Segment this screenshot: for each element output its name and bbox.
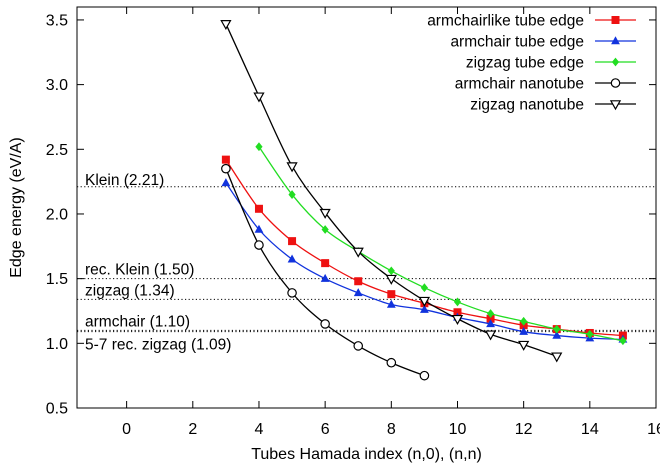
data-point-circle xyxy=(254,240,264,250)
data-point-triangle-down xyxy=(385,274,397,285)
x-tick-label: 4 xyxy=(255,421,264,438)
data-point-triangle-down xyxy=(319,208,331,219)
y-tick-label: 1.0 xyxy=(46,336,68,353)
series-zigzag-tube-edge xyxy=(255,142,627,346)
data-point-square xyxy=(321,259,330,268)
data-point-square xyxy=(486,314,495,323)
data-point-triangle xyxy=(486,319,495,328)
x-tick-label: 10 xyxy=(449,421,467,438)
y-axis-label: Edge energy (eV/A) xyxy=(8,137,25,278)
data-point-triangle-down xyxy=(220,20,232,31)
data-point-diamond xyxy=(611,57,620,67)
legend-label: armchair tube edge xyxy=(450,34,584,51)
data-point-square xyxy=(288,237,297,246)
legend: armchairlike tube edge armchair tube edge… xyxy=(427,13,636,114)
data-point-triangle-down xyxy=(484,330,497,341)
data-point-triangle-down xyxy=(253,92,265,103)
y-tick-label: 3.0 xyxy=(46,77,68,94)
data-point-diamond xyxy=(255,142,263,152)
legend-label: armchair nanotube xyxy=(455,76,584,93)
data-point-triangle-down xyxy=(518,340,530,351)
series-zigzag-nanotube xyxy=(220,20,563,363)
x-tick-label: 8 xyxy=(387,421,396,438)
data-point-circle xyxy=(610,78,621,88)
reference-line-label: armchair (1.10) xyxy=(85,313,190,330)
legend-label: armchairlike tube edge xyxy=(427,13,584,30)
data-point-diamond xyxy=(321,225,329,234)
y-tick-label: 3.5 xyxy=(46,12,68,29)
data-point-triangle xyxy=(519,326,529,335)
data-point-triangle xyxy=(353,288,363,297)
data-point-square xyxy=(354,277,363,286)
legend-label: zigzag nanotube xyxy=(470,97,584,114)
data-point-circle xyxy=(386,357,397,368)
data-point-triangle xyxy=(254,224,264,233)
data-point-circle xyxy=(419,370,430,381)
data-point-circle xyxy=(320,319,330,329)
data-point-triangle xyxy=(611,36,620,45)
series-armchair-nanotube xyxy=(221,163,430,381)
x-tick-label: 14 xyxy=(581,421,599,438)
x-tick-label: 12 xyxy=(515,421,533,438)
data-point-diamond xyxy=(288,190,296,199)
data-point-diamond xyxy=(619,336,627,346)
data-point-diamond xyxy=(520,316,528,326)
data-point-triangle-down xyxy=(286,162,298,173)
plot-series xyxy=(220,20,628,381)
reference-line-label: zigzag (1.34) xyxy=(85,282,175,299)
data-point-square xyxy=(611,16,620,24)
x-tick-label: 0 xyxy=(122,421,131,438)
data-point-triangle xyxy=(552,330,562,339)
data-point-triangle xyxy=(320,273,330,282)
x-tick-label: 6 xyxy=(321,421,330,438)
x-axis-label: Tubes Hamada index (n,0), (n,n) xyxy=(251,446,482,463)
data-point-square xyxy=(254,204,263,213)
plot-frame xyxy=(76,6,657,409)
reference-lines: Klein (2.21) rec. Klein (1.50) zigzag (1.3… xyxy=(77,172,656,354)
axis-ticks: 0 2 4 6 8 10 12 14 16 0.5 1.0 1.5 2.0 2.5 3.0 3.5 xyxy=(46,7,660,438)
data-point-square xyxy=(387,290,396,299)
reference-line-label: 5-7 rec. zigzag (1.09) xyxy=(85,337,231,354)
y-tick-label: 2.0 xyxy=(46,206,68,223)
data-point-circle xyxy=(353,341,364,351)
y-tick-label: 2.5 xyxy=(46,142,68,159)
series-line xyxy=(258,146,624,342)
x-tick-label: 2 xyxy=(188,421,197,438)
data-point-triangle xyxy=(386,299,396,308)
data-point-triangle xyxy=(221,178,231,187)
data-point-circle xyxy=(287,288,297,298)
data-point-triangle-down xyxy=(609,100,622,111)
y-tick-label: 0.5 xyxy=(46,401,68,418)
data-point-circle xyxy=(221,163,231,174)
data-point-triangle-down xyxy=(352,247,364,258)
data-point-triangle xyxy=(287,254,297,263)
data-point-diamond xyxy=(553,324,561,334)
data-point-diamond xyxy=(387,266,395,276)
data-point-square xyxy=(221,155,230,164)
data-point-diamond xyxy=(586,329,594,339)
reference-line-label: Klein (2.21) xyxy=(85,172,164,189)
series-line xyxy=(225,182,623,341)
legend-label: zigzag tube edge xyxy=(466,55,584,72)
data-point-triangle-down xyxy=(418,296,431,307)
data-point-diamond xyxy=(420,283,428,293)
data-point-diamond xyxy=(453,297,462,307)
series-armchair-tube-edge xyxy=(221,178,628,343)
data-point-triangle-down xyxy=(551,352,563,363)
data-point-triangle-down xyxy=(451,314,464,325)
reference-line-label: rec. Klein (1.50) xyxy=(85,262,194,279)
x-tick-label: 16 xyxy=(647,421,660,438)
data-point-square xyxy=(453,308,462,317)
data-point-triangle xyxy=(420,304,429,313)
y-tick-label: 1.5 xyxy=(46,271,68,288)
data-point-diamond xyxy=(486,309,495,318)
